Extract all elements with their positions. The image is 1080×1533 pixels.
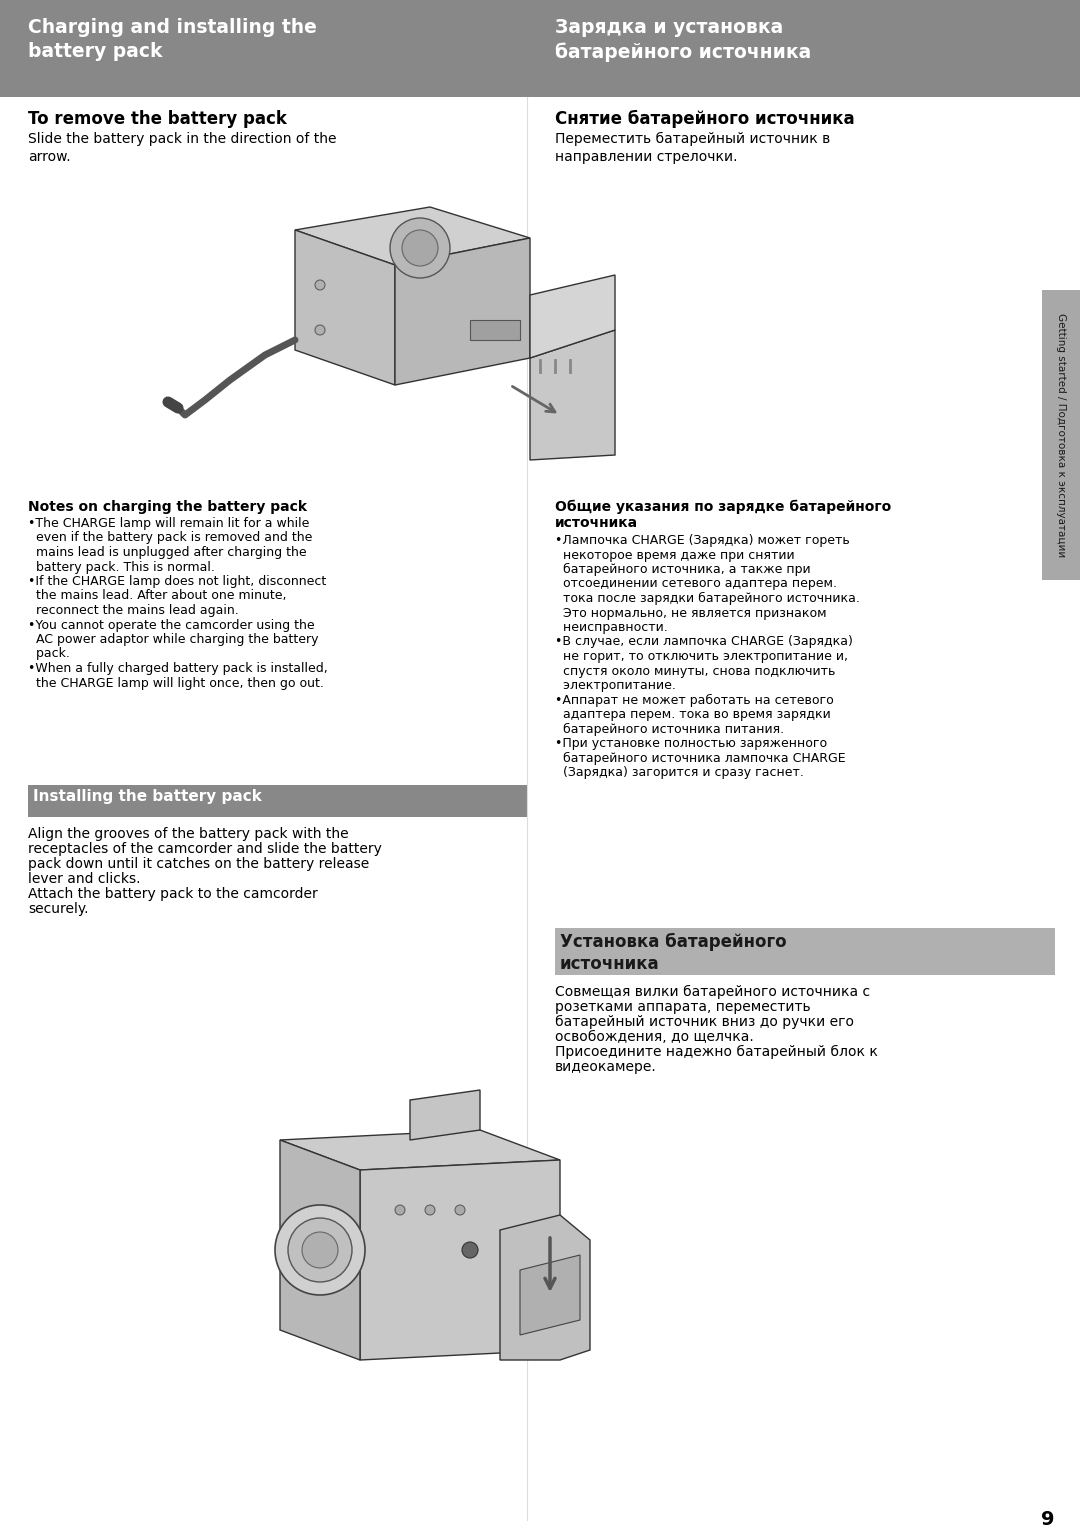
Text: •Аппарат не может работать на сетевого: •Аппарат не может работать на сетевого xyxy=(555,693,834,707)
Bar xyxy=(0,0,1080,97)
Text: спустя около минуты, снова подключить: спустя около минуты, снова подключить xyxy=(555,664,835,678)
Circle shape xyxy=(315,281,325,290)
Text: mains lead is unplugged after charging the: mains lead is unplugged after charging t… xyxy=(28,546,307,560)
Bar xyxy=(1042,290,1080,579)
Text: Installing the battery pack: Installing the battery pack xyxy=(33,789,261,803)
Text: Зарядка и установка
батарейного источника: Зарядка и установка батарейного источник… xyxy=(555,18,811,61)
Text: battery pack. This is normal.: battery pack. This is normal. xyxy=(28,561,215,573)
Text: Align the grooves of the battery pack with the: Align the grooves of the battery pack wi… xyxy=(28,826,349,842)
Text: Присоедините надежно батарейный блок к: Присоедините надежно батарейный блок к xyxy=(555,1046,878,1059)
Circle shape xyxy=(455,1205,465,1216)
Text: the mains lead. After about one minute,: the mains lead. After about one minute, xyxy=(28,590,286,602)
Text: Переместить батарейный источник в
направлении стрелочки.: Переместить батарейный источник в направ… xyxy=(555,132,831,164)
Text: неисправности.: неисправности. xyxy=(555,621,667,635)
Text: батарейного источника питания.: батарейного источника питания. xyxy=(555,722,784,736)
Text: электропитание.: электропитание. xyxy=(555,679,676,691)
Circle shape xyxy=(302,1233,338,1268)
Circle shape xyxy=(288,1219,352,1282)
Polygon shape xyxy=(519,1256,580,1335)
Circle shape xyxy=(315,325,325,336)
Text: Установка батарейного: Установка батарейного xyxy=(561,934,786,950)
Text: AC power adaptor while charging the battery: AC power adaptor while charging the batt… xyxy=(28,633,319,645)
Text: розетками аппарата, переместить: розетками аппарата, переместить xyxy=(555,1000,811,1013)
Polygon shape xyxy=(295,207,530,265)
Text: батарейный источник вниз до ручки его: батарейный источник вниз до ручки его xyxy=(555,1015,854,1029)
Text: батарейного источника, а также при: батарейного источника, а также при xyxy=(555,563,811,576)
Text: reconnect the mains lead again.: reconnect the mains lead again. xyxy=(28,604,239,616)
Circle shape xyxy=(462,1242,478,1259)
Bar xyxy=(28,785,527,817)
Bar xyxy=(470,320,519,340)
Bar xyxy=(555,927,1055,975)
Circle shape xyxy=(395,1205,405,1216)
Text: •Лампочка CHARGE (Зарядка) может гореть: •Лампочка CHARGE (Зарядка) может гореть xyxy=(555,533,850,547)
Text: To remove the battery pack: To remove the battery pack xyxy=(28,110,287,127)
Text: Совмещая вилки батарейного источника с: Совмещая вилки батарейного источника с xyxy=(555,986,870,1000)
Text: Slide the battery pack in the direction of the
arrow.: Slide the battery pack in the direction … xyxy=(28,132,337,164)
Polygon shape xyxy=(280,1141,360,1360)
Circle shape xyxy=(275,1205,365,1295)
Text: Это нормально, не является признаком: Это нормально, не является признаком xyxy=(555,607,826,619)
Circle shape xyxy=(402,230,438,267)
Text: источника: источника xyxy=(561,955,660,973)
Text: receptacles of the camcorder and slide the battery: receptacles of the camcorder and slide t… xyxy=(28,842,382,855)
Text: •If the CHARGE lamp does not light, disconnect: •If the CHARGE lamp does not light, disc… xyxy=(28,575,326,589)
Text: источника: источника xyxy=(555,517,638,530)
Text: тока после зарядки батарейного источника.: тока после зарядки батарейного источника… xyxy=(555,592,860,606)
Text: батарейного источника лампочка CHARGE: батарейного источника лампочка CHARGE xyxy=(555,751,846,765)
Circle shape xyxy=(426,1205,435,1216)
Text: •You cannot operate the camcorder using the: •You cannot operate the camcorder using … xyxy=(28,618,314,632)
Polygon shape xyxy=(395,238,530,385)
Text: Attach the battery pack to the camcorder: Attach the battery pack to the camcorder xyxy=(28,888,318,901)
Text: •The CHARGE lamp will remain lit for a while: •The CHARGE lamp will remain lit for a w… xyxy=(28,517,309,530)
Polygon shape xyxy=(360,1160,561,1360)
Text: pack.: pack. xyxy=(28,647,70,661)
Text: Notes on charging the battery pack: Notes on charging the battery pack xyxy=(28,500,307,514)
Text: отсоединении сетевого адаптера перем.: отсоединении сетевого адаптера перем. xyxy=(555,578,837,590)
Text: видеокамере.: видеокамере. xyxy=(555,1059,657,1075)
Text: securely.: securely. xyxy=(28,901,89,917)
Text: Charging and installing the
battery pack: Charging and installing the battery pack xyxy=(28,18,316,61)
Polygon shape xyxy=(295,230,395,385)
Polygon shape xyxy=(410,1090,480,1141)
Polygon shape xyxy=(530,330,615,460)
Circle shape xyxy=(390,218,450,277)
Text: некоторое время даже при снятии: некоторое время даже при снятии xyxy=(555,549,795,561)
Text: Getting started / Подготовка к эксплуатации: Getting started / Подготовка к эксплуата… xyxy=(1056,313,1066,556)
Text: even if the battery pack is removed and the: even if the battery pack is removed and … xyxy=(28,532,312,544)
Text: адаптера перем. тока во время зарядки: адаптера перем. тока во время зарядки xyxy=(555,708,831,721)
Text: •В случае, если лампочка CHARGE (Зарядка): •В случае, если лампочка CHARGE (Зарядка… xyxy=(555,636,853,648)
Text: (Зарядка) загорится и сразу гаснет.: (Зарядка) загорится и сразу гаснет. xyxy=(555,766,804,779)
Text: освобождения, до щелчка.: освобождения, до щелчка. xyxy=(555,1030,754,1044)
Text: the CHARGE lamp will light once, then go out.: the CHARGE lamp will light once, then go… xyxy=(28,676,324,690)
Polygon shape xyxy=(500,1216,590,1360)
Polygon shape xyxy=(280,1130,561,1170)
Text: pack down until it catches on the battery release: pack down until it catches on the batter… xyxy=(28,857,369,871)
Text: lever and clicks.: lever and clicks. xyxy=(28,872,140,886)
Text: Общие указания по зарядке батарейного: Общие указания по зарядке батарейного xyxy=(555,500,891,514)
Text: не горит, то отключить электропитание и,: не горит, то отключить электропитание и, xyxy=(555,650,848,662)
Polygon shape xyxy=(530,274,615,359)
Text: •When a fully charged battery pack is installed,: •When a fully charged battery pack is in… xyxy=(28,662,327,675)
Text: 9: 9 xyxy=(1041,1510,1055,1528)
Text: •При установке полностью заряженного: •При установке полностью заряженного xyxy=(555,737,827,750)
Text: Снятие батарейного источника: Снятие батарейного источника xyxy=(555,110,854,129)
